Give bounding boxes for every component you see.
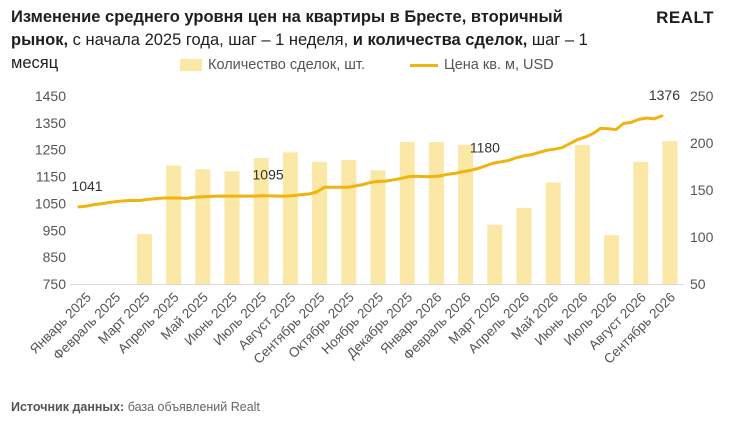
legend-line-label: Цена кв. м, USD [444,57,554,73]
bar [574,144,590,284]
bar [545,182,561,284]
bar [341,159,357,284]
source-label: Источник данных: [11,400,125,414]
bar [195,169,211,284]
bar [312,161,328,284]
legend-bar-swatch [180,59,202,71]
bar [633,161,649,284]
y-right-tick-label: 250 [690,88,714,104]
bar [516,207,532,284]
title-regular-1: с начала 2025 года, шаг – 1 неделя, [68,31,349,49]
bar [253,158,269,284]
bar [399,142,415,284]
bar [428,142,444,284]
price-line [77,114,664,209]
legend-item-bars: Количество сделок, шт. [180,57,365,73]
realt-logo: REALT [656,8,714,27]
y-left-tick-label: 950 [43,222,67,238]
y-left-tick-label: 1050 [35,195,66,211]
y-left-tick-label: 1150 [36,169,66,185]
y-right-tick-label: 200 [690,135,714,151]
y-left-tick-label: 850 [43,249,67,265]
data-label: 1041 [71,178,102,194]
bar [604,235,620,284]
y-left-tick-label: 750 [43,276,67,292]
bar [224,171,240,284]
data-label: 1376 [649,87,680,103]
bar [458,144,474,284]
bar [370,170,386,284]
title-bold-2: и количества сделок, [348,31,528,49]
title-bold-1: Изменение среднего уровня цен на квартир… [11,8,563,49]
y-left-tick-label: 1350 [35,115,66,131]
bar [166,165,182,284]
bar [662,141,678,284]
bar [487,224,503,284]
y-right-tick-label: 150 [690,182,714,198]
y-right-tick-label: 50 [690,276,706,292]
source-text: база объявлений Realt [124,400,260,414]
y-left-tick-label: 1250 [35,142,66,158]
chart-title: Изменение среднего уровня цен на квартир… [11,6,611,75]
y-left-tick-label: 1450 [35,88,66,104]
legend: Количество сделок, шт. Цена кв. м, USD [0,57,730,77]
legend-item-line: Цена кв. м, USD [410,57,554,73]
y-right-tick-label: 100 [690,229,714,245]
bar [282,152,298,284]
data-label: 1180 [470,140,500,156]
legend-bars-label: Количество сделок, шт. [208,57,365,73]
data-label: 1095 [253,167,284,183]
title-regular-2: шаг – 1 месяц [11,31,588,72]
bar [136,234,152,284]
legend-line-swatch [410,63,438,67]
source-note: Источник данных: база объявлений Realt [11,400,260,414]
